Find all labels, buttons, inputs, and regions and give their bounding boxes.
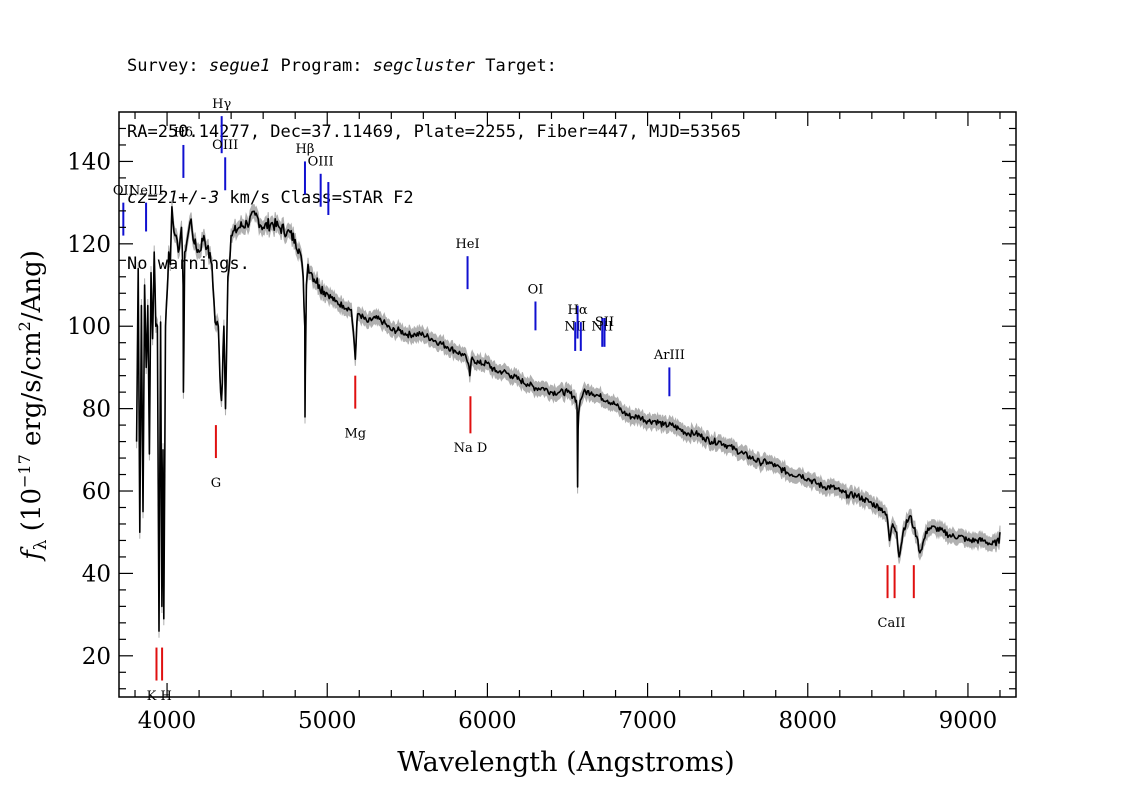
target-label: Target: <box>475 56 557 76</box>
y-axis-text-1: (10 <box>17 488 47 540</box>
emission-label: OIII <box>308 155 334 170</box>
survey-label: Survey: <box>127 56 209 76</box>
spectrum-line <box>135 206 1001 632</box>
emission-label: Hδ <box>174 126 193 141</box>
x-tick-label: 9000 <box>939 708 998 734</box>
cz-value: cz=21+/-3 <box>127 188 220 208</box>
emission-label: Hα <box>568 303 588 318</box>
x-tick-label: 6000 <box>458 708 517 734</box>
y-axis-subscript: λ <box>31 539 51 550</box>
emission-label: Hβ <box>296 142 315 157</box>
program-value: segcluster <box>372 56 476 76</box>
y-axis-exponent: −17 <box>15 454 34 488</box>
emission-label: SII <box>595 315 614 330</box>
header-line-1: Survey: segue1 Program: segcluster Targe… <box>127 55 741 77</box>
x-axis-label: Wavelength (Angstroms) <box>397 747 734 778</box>
tick-labels: 4000 5000 6000 7000 8000 9000 20 40 60 80 100 120 14… <box>67 149 997 734</box>
y-tick-label: 140 <box>67 149 111 175</box>
header-line-2: RA=250.14277, Dec=37.11469, Plate=2255, … <box>127 122 742 142</box>
y-tick-label: 60 <box>82 479 111 505</box>
y-tick-label: 20 <box>82 644 111 670</box>
y-axis-label: fλ (10−17 erg/s/cm2/Ang) <box>15 250 51 562</box>
y-tick-label: 100 <box>67 314 111 340</box>
emission-label: ArIII <box>653 348 685 363</box>
axis-ticks <box>119 112 1016 697</box>
y-axis-text-3: /Ang) <box>17 250 47 321</box>
y-tick-label: 120 <box>67 232 111 258</box>
class-text: km/s Class=STAR F2 <box>219 188 414 208</box>
error-band <box>136 200 1001 638</box>
spectrum-layer <box>135 206 1001 632</box>
emission-label: HeI <box>455 237 479 252</box>
header-line-4: No warnings. <box>127 254 250 274</box>
y-axis-exponent-2: 2 <box>15 321 34 331</box>
y-axis-text-2: erg/s/cm <box>17 331 47 454</box>
y-tick-label: 40 <box>82 561 111 587</box>
absorption-label: CaII <box>878 616 906 631</box>
spectrum-header: Survey: segue1 Program: segcluster Targe… <box>127 11 741 297</box>
program-label: Program: <box>270 56 373 76</box>
absorption-label: Na D <box>454 441 488 456</box>
emission-label: NII <box>564 319 586 334</box>
x-tick-label: 5000 <box>298 708 357 734</box>
plot-frame <box>118 111 1017 698</box>
emission-label: OIII <box>212 138 238 153</box>
absorption-label: G <box>211 476 221 491</box>
emission-label: NII <box>591 319 613 334</box>
x-tick-label: 7000 <box>618 708 677 734</box>
emission-label: OI <box>528 282 544 297</box>
survey-value: segue1 <box>208 56 271 76</box>
emission-label: NeIII <box>129 183 163 198</box>
x-tick-label: 8000 <box>778 708 837 734</box>
emission-label: OII <box>113 183 134 198</box>
emission-label: Hγ <box>212 97 231 112</box>
absorption-label: Mg <box>344 426 366 441</box>
y-tick-label: 80 <box>82 397 111 423</box>
header-line-3: cz=21+/-3 km/s Class=STAR F2 <box>127 187 741 209</box>
error-band-area <box>136 200 1001 638</box>
x-tick-label: 4000 <box>138 708 197 734</box>
